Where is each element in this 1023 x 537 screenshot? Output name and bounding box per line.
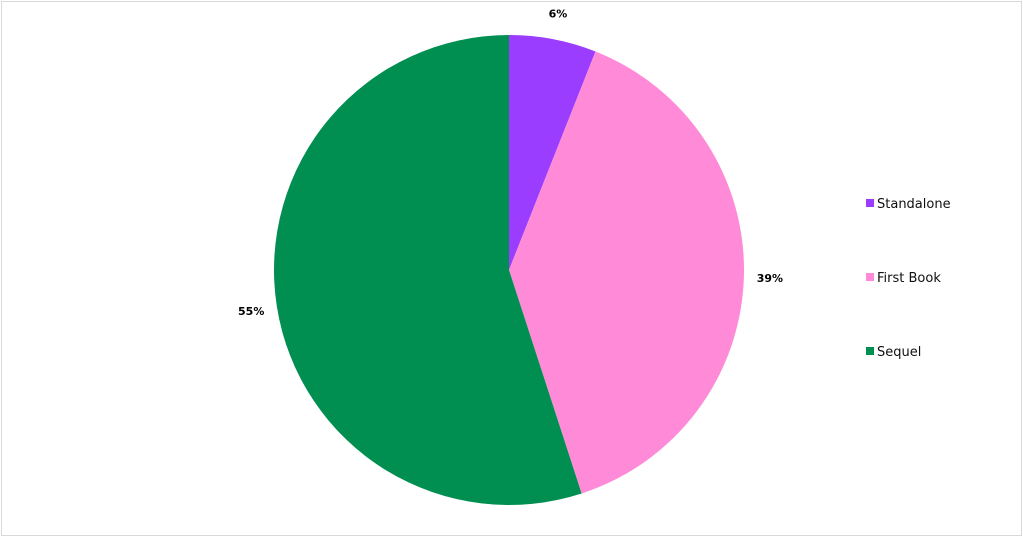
data-label: 55% [238,305,264,318]
data-label: 39% [757,272,783,285]
legend: Standalone First Book Sequel [866,197,951,360]
legend-swatch [866,199,874,207]
slices [274,35,744,506]
legend-swatch [866,347,874,355]
legend-item: Sequel [866,345,921,360]
legend-label: Sequel [877,345,921,360]
legend-item: Standalone [866,197,951,212]
data-label: 6% [549,8,568,21]
data-labels: 6% 39% 55% [238,8,783,318]
legend-label: First Book [877,271,941,286]
legend-label: Standalone [877,197,951,212]
slice-first-book [509,51,744,494]
slice-sequel [274,35,582,506]
slice-standalone [509,35,596,270]
legend-item: First Book [866,271,941,286]
legend-swatch [866,273,874,281]
